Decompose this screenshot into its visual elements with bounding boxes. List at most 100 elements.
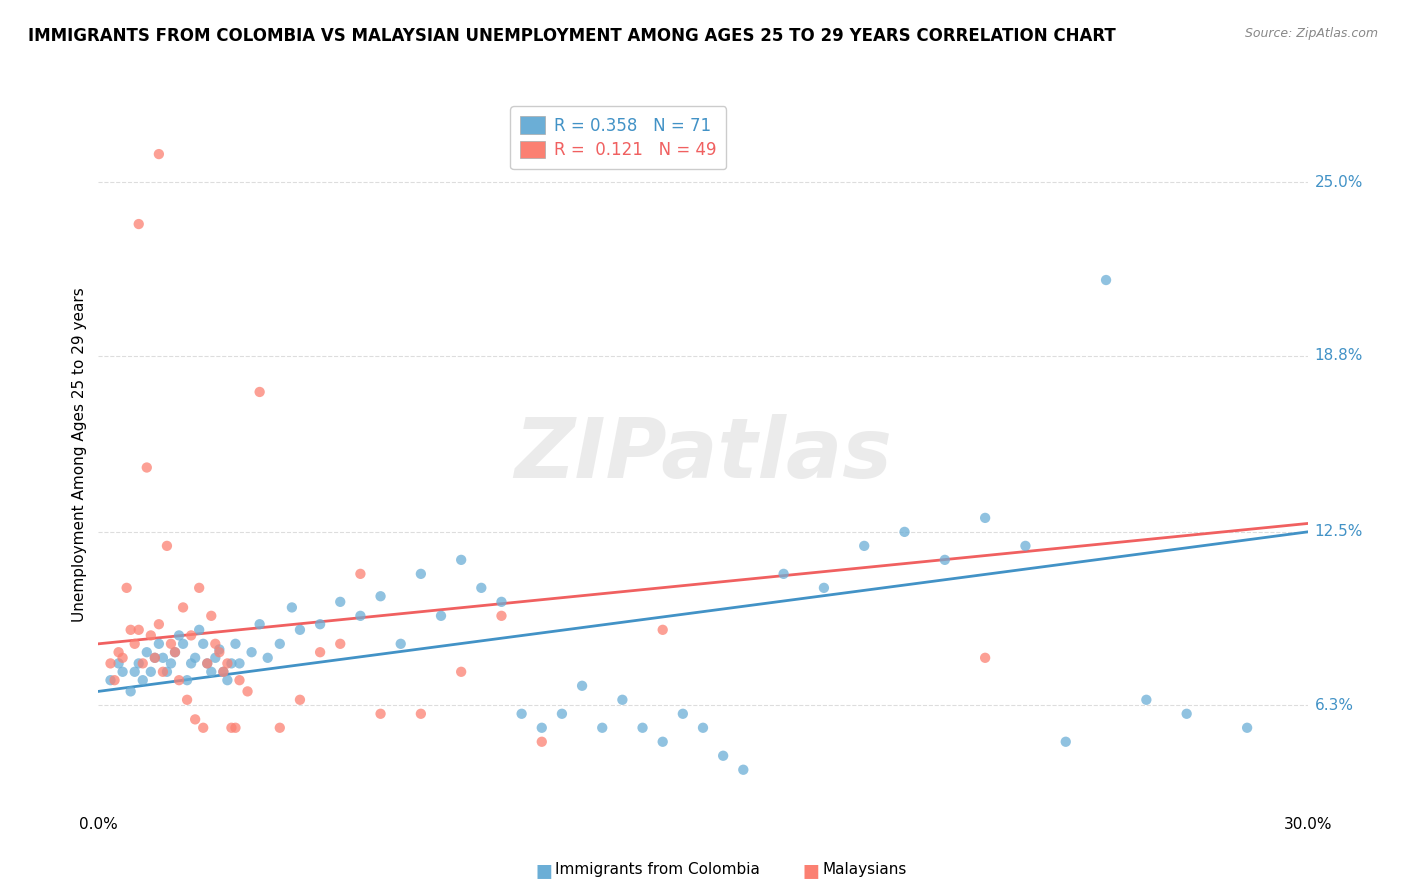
Point xyxy=(309,645,332,659)
Point xyxy=(249,617,271,632)
Point xyxy=(111,665,134,679)
Point xyxy=(934,553,956,567)
Point xyxy=(148,637,170,651)
Point xyxy=(269,637,291,651)
Point xyxy=(148,147,170,161)
Point xyxy=(288,693,311,707)
Point xyxy=(470,581,492,595)
Point xyxy=(256,650,278,665)
Point xyxy=(103,673,125,688)
Point xyxy=(349,608,371,623)
Point xyxy=(172,637,194,651)
Point xyxy=(139,665,162,679)
Point xyxy=(143,650,166,665)
Text: Immigrants from Colombia: Immigrants from Colombia xyxy=(555,863,761,877)
Point xyxy=(139,628,162,642)
Point xyxy=(974,511,997,525)
Point xyxy=(221,657,243,671)
Point xyxy=(167,628,190,642)
Point xyxy=(167,673,190,688)
Point xyxy=(1014,539,1036,553)
Point xyxy=(135,645,157,659)
Point xyxy=(370,589,392,603)
Point xyxy=(631,721,654,735)
Point xyxy=(370,706,392,721)
Point xyxy=(530,735,553,749)
Point xyxy=(188,581,211,595)
Point xyxy=(204,650,226,665)
Point xyxy=(188,623,211,637)
Point xyxy=(132,673,155,688)
Point xyxy=(135,460,157,475)
Point xyxy=(409,566,432,581)
Text: Malaysians: Malaysians xyxy=(823,863,907,877)
Point xyxy=(240,645,263,659)
Point xyxy=(1175,706,1198,721)
Point xyxy=(269,721,291,735)
Point xyxy=(450,553,472,567)
Point xyxy=(120,684,142,698)
Text: Source: ZipAtlas.com: Source: ZipAtlas.com xyxy=(1244,27,1378,40)
Point xyxy=(208,645,231,659)
Point xyxy=(217,673,239,688)
Point xyxy=(733,763,755,777)
Point xyxy=(152,650,174,665)
Point xyxy=(491,608,513,623)
Point xyxy=(143,650,166,665)
Point xyxy=(224,637,246,651)
Point xyxy=(772,566,794,581)
Point xyxy=(430,608,453,623)
Point xyxy=(651,623,673,637)
Point xyxy=(163,645,186,659)
Point xyxy=(571,679,593,693)
Point xyxy=(176,693,198,707)
Point xyxy=(208,642,231,657)
Point xyxy=(329,637,352,651)
Point xyxy=(1135,693,1157,707)
Point xyxy=(813,581,835,595)
Point xyxy=(612,693,634,707)
Point xyxy=(184,712,207,726)
Point xyxy=(180,628,202,642)
Point xyxy=(100,673,122,688)
Point xyxy=(309,617,332,632)
Point xyxy=(228,673,250,688)
Point xyxy=(132,657,155,671)
Point xyxy=(124,665,146,679)
Point xyxy=(389,637,412,651)
Point xyxy=(224,721,246,735)
Point xyxy=(212,665,235,679)
Point xyxy=(160,657,183,671)
Point xyxy=(510,706,533,721)
Point xyxy=(893,524,915,539)
Text: 6.3%: 6.3% xyxy=(1315,698,1354,713)
Point xyxy=(281,600,304,615)
Point xyxy=(200,665,222,679)
Point xyxy=(195,657,218,671)
Point xyxy=(148,617,170,632)
Y-axis label: Unemployment Among Ages 25 to 29 years: Unemployment Among Ages 25 to 29 years xyxy=(72,287,87,623)
Text: ▪: ▪ xyxy=(801,855,820,884)
Text: ▪: ▪ xyxy=(534,855,553,884)
Point xyxy=(711,748,734,763)
Point xyxy=(221,721,243,735)
Point xyxy=(200,608,222,623)
Text: ZIPatlas: ZIPatlas xyxy=(515,415,891,495)
Text: 12.5%: 12.5% xyxy=(1315,524,1362,540)
Legend: R = 0.358   N = 71, R =  0.121   N = 49: R = 0.358 N = 71, R = 0.121 N = 49 xyxy=(510,106,727,169)
Point xyxy=(409,706,432,721)
Point xyxy=(120,623,142,637)
Point xyxy=(195,657,218,671)
Point xyxy=(124,637,146,651)
Text: 18.8%: 18.8% xyxy=(1315,348,1362,363)
Point xyxy=(1054,735,1077,749)
Point xyxy=(212,665,235,679)
Point xyxy=(193,637,215,651)
Point xyxy=(1095,273,1118,287)
Point xyxy=(128,217,150,231)
Point xyxy=(152,665,174,679)
Point xyxy=(217,657,239,671)
Point xyxy=(176,673,198,688)
Point xyxy=(156,665,179,679)
Point xyxy=(974,650,997,665)
